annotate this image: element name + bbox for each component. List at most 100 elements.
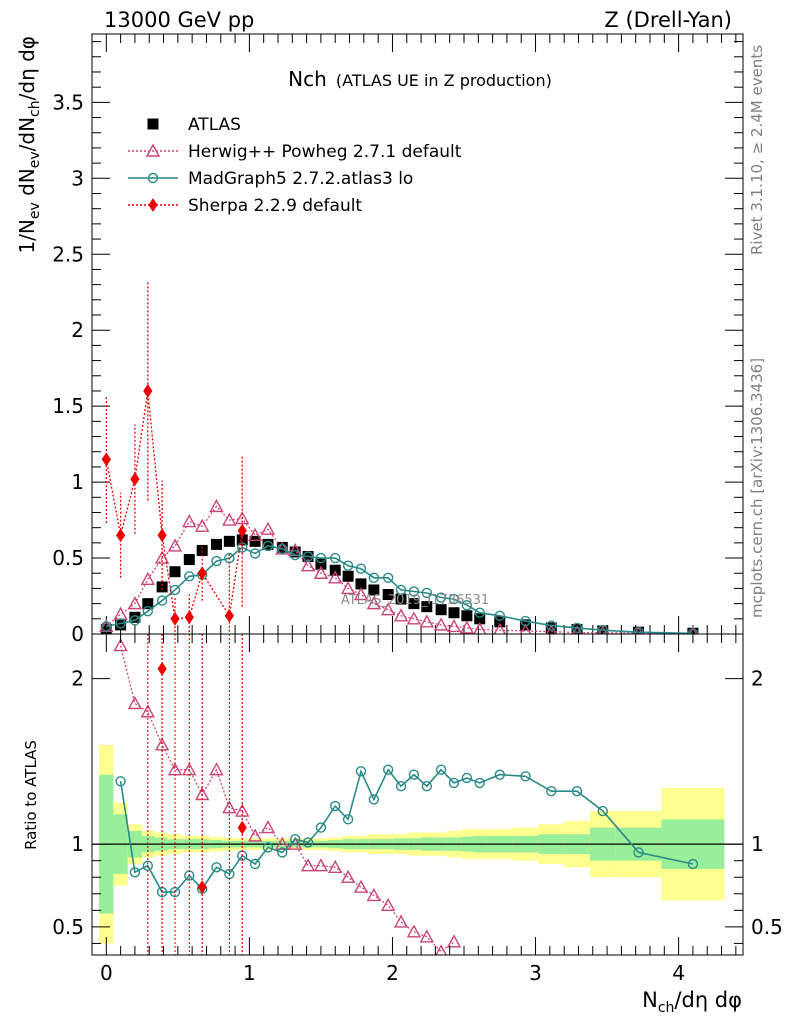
ratio-point-2 [237,820,247,835]
ratio-point-1 [687,858,699,870]
main-ytick-label: 3.5 [52,90,84,114]
main-series-line-3 [105,390,243,620]
main-point-0 [156,581,168,593]
main-point-2 [408,586,420,597]
main-point-2 [277,543,288,555]
ratio-point-2 [197,880,207,895]
watermark: ATLAS_2019_I1736531 [341,593,489,608]
ratio-point-1 [129,867,141,878]
main-point-2 [237,542,248,553]
ratio-series [113,634,699,955]
ratio-point-1 [277,847,288,858]
mcplots-label: mcplots.cern.ch [arXiv:1306.3436] [748,358,766,618]
main-point-0 [342,570,354,582]
main-point-1 [127,596,143,610]
main-title-main: Nch [288,67,327,91]
ratio-point-2 [157,661,167,676]
main-point-0 [355,578,367,590]
ratio-point-1 [289,833,301,845]
ratio-point-0 [275,836,290,850]
main-point-0 [129,611,141,623]
ratio-xlabel: Nch/dη dφ [642,988,742,1016]
main-title-sub: (ATLAS UE in Z production) [336,71,552,90]
main-point-1 [473,621,487,634]
main-ytick-label: 0.5 [52,546,84,570]
ratio-point-1 [211,862,222,873]
main-point-2 [494,610,505,621]
main-point-0 [169,566,181,578]
main-point-2 [382,572,394,583]
main-point-3 [116,528,126,543]
header-right: Z (Drell-Yan) [604,8,732,32]
main-point-0 [196,544,208,556]
main-point-2 [633,626,644,634]
main-point-1 [313,565,329,579]
ratio-point-0 [247,828,263,842]
main-point-0 [408,598,420,610]
main-point-2 [435,592,447,603]
main-point-1 [545,624,557,634]
ratio-point-0 [140,704,155,718]
main-ytick-label: 0 [71,622,84,646]
main-point-0 [633,626,645,634]
main-point-0 [210,538,222,550]
main-point-3 [197,566,207,581]
legend-label-2: MadGraph5 2.7.2.atlas3 lo [188,169,413,189]
main-point-2 [520,615,531,627]
ratio-point-0 [446,934,462,948]
main-point-0 [142,598,154,610]
ratio-point-1 [597,805,608,817]
ratio-point-1 [315,822,327,833]
main-point-1 [167,538,183,552]
main-point-0 [289,546,301,558]
main-point-0 [382,589,394,601]
main-ytick-label: 1 [71,470,84,494]
ratio-xtick-label: 4 [672,961,685,985]
ratio-xtick-label: 1 [243,961,256,985]
ratio-xtick-label: 2 [386,961,399,985]
main-point-2 [315,552,327,564]
main-point-1 [328,570,343,584]
main-point-2 [249,548,261,559]
main-point-1 [446,618,462,633]
main-point-0 [571,623,583,634]
ratio-series-line-1 [119,768,694,893]
main-point-1 [235,511,250,525]
main-point-1 [154,550,170,564]
legend-label-0: ATLAS [188,115,241,135]
ratio-point-0 [366,887,382,902]
main-point-2 [302,551,314,562]
main-point-3 [170,611,180,626]
main-point-0 [100,623,112,634]
main-point-1 [222,512,237,526]
ratio-point-1 [448,777,460,789]
main-point-2 [421,587,432,599]
main-point-3 [130,472,140,486]
main-axis-ticks: 0 0.5 1 1.5 2 2.5 3 3.5 [52,34,743,646]
ratio-point-0 [340,869,356,883]
main-point-1 [140,571,155,586]
ratio-point-0 [209,762,224,776]
main-point-1 [519,623,532,634]
main-series [99,281,699,634]
ratio-panel: 0 1 2 3 4 0.5 0.5 1 1 2 2 Ratio to ATLAS Nch/dη dφ [22,633,783,1016]
ratio-point-1 [494,769,505,780]
ratio-point-1 [435,764,447,775]
main-point-1 [353,587,369,601]
main-point-2 [597,625,608,634]
ratio-point-0 [313,858,329,872]
ratio-point-1 [368,794,380,805]
main-point-0 [435,604,447,616]
main-point-1 [380,602,396,616]
main-point-2 [115,618,126,629]
main-point-0 [315,558,327,570]
main-point-1 [209,498,224,513]
main-point-2 [142,606,154,617]
legend-marker-1 [145,143,161,157]
ratio-point-1 [395,781,407,792]
ratio-frame [91,633,744,956]
rivet-label: Rivet 3.1.10, ≥ 2.4M events [748,45,766,255]
ratio-point-0 [167,762,183,776]
main-point-0 [461,610,473,622]
main-point-1 [598,625,608,634]
